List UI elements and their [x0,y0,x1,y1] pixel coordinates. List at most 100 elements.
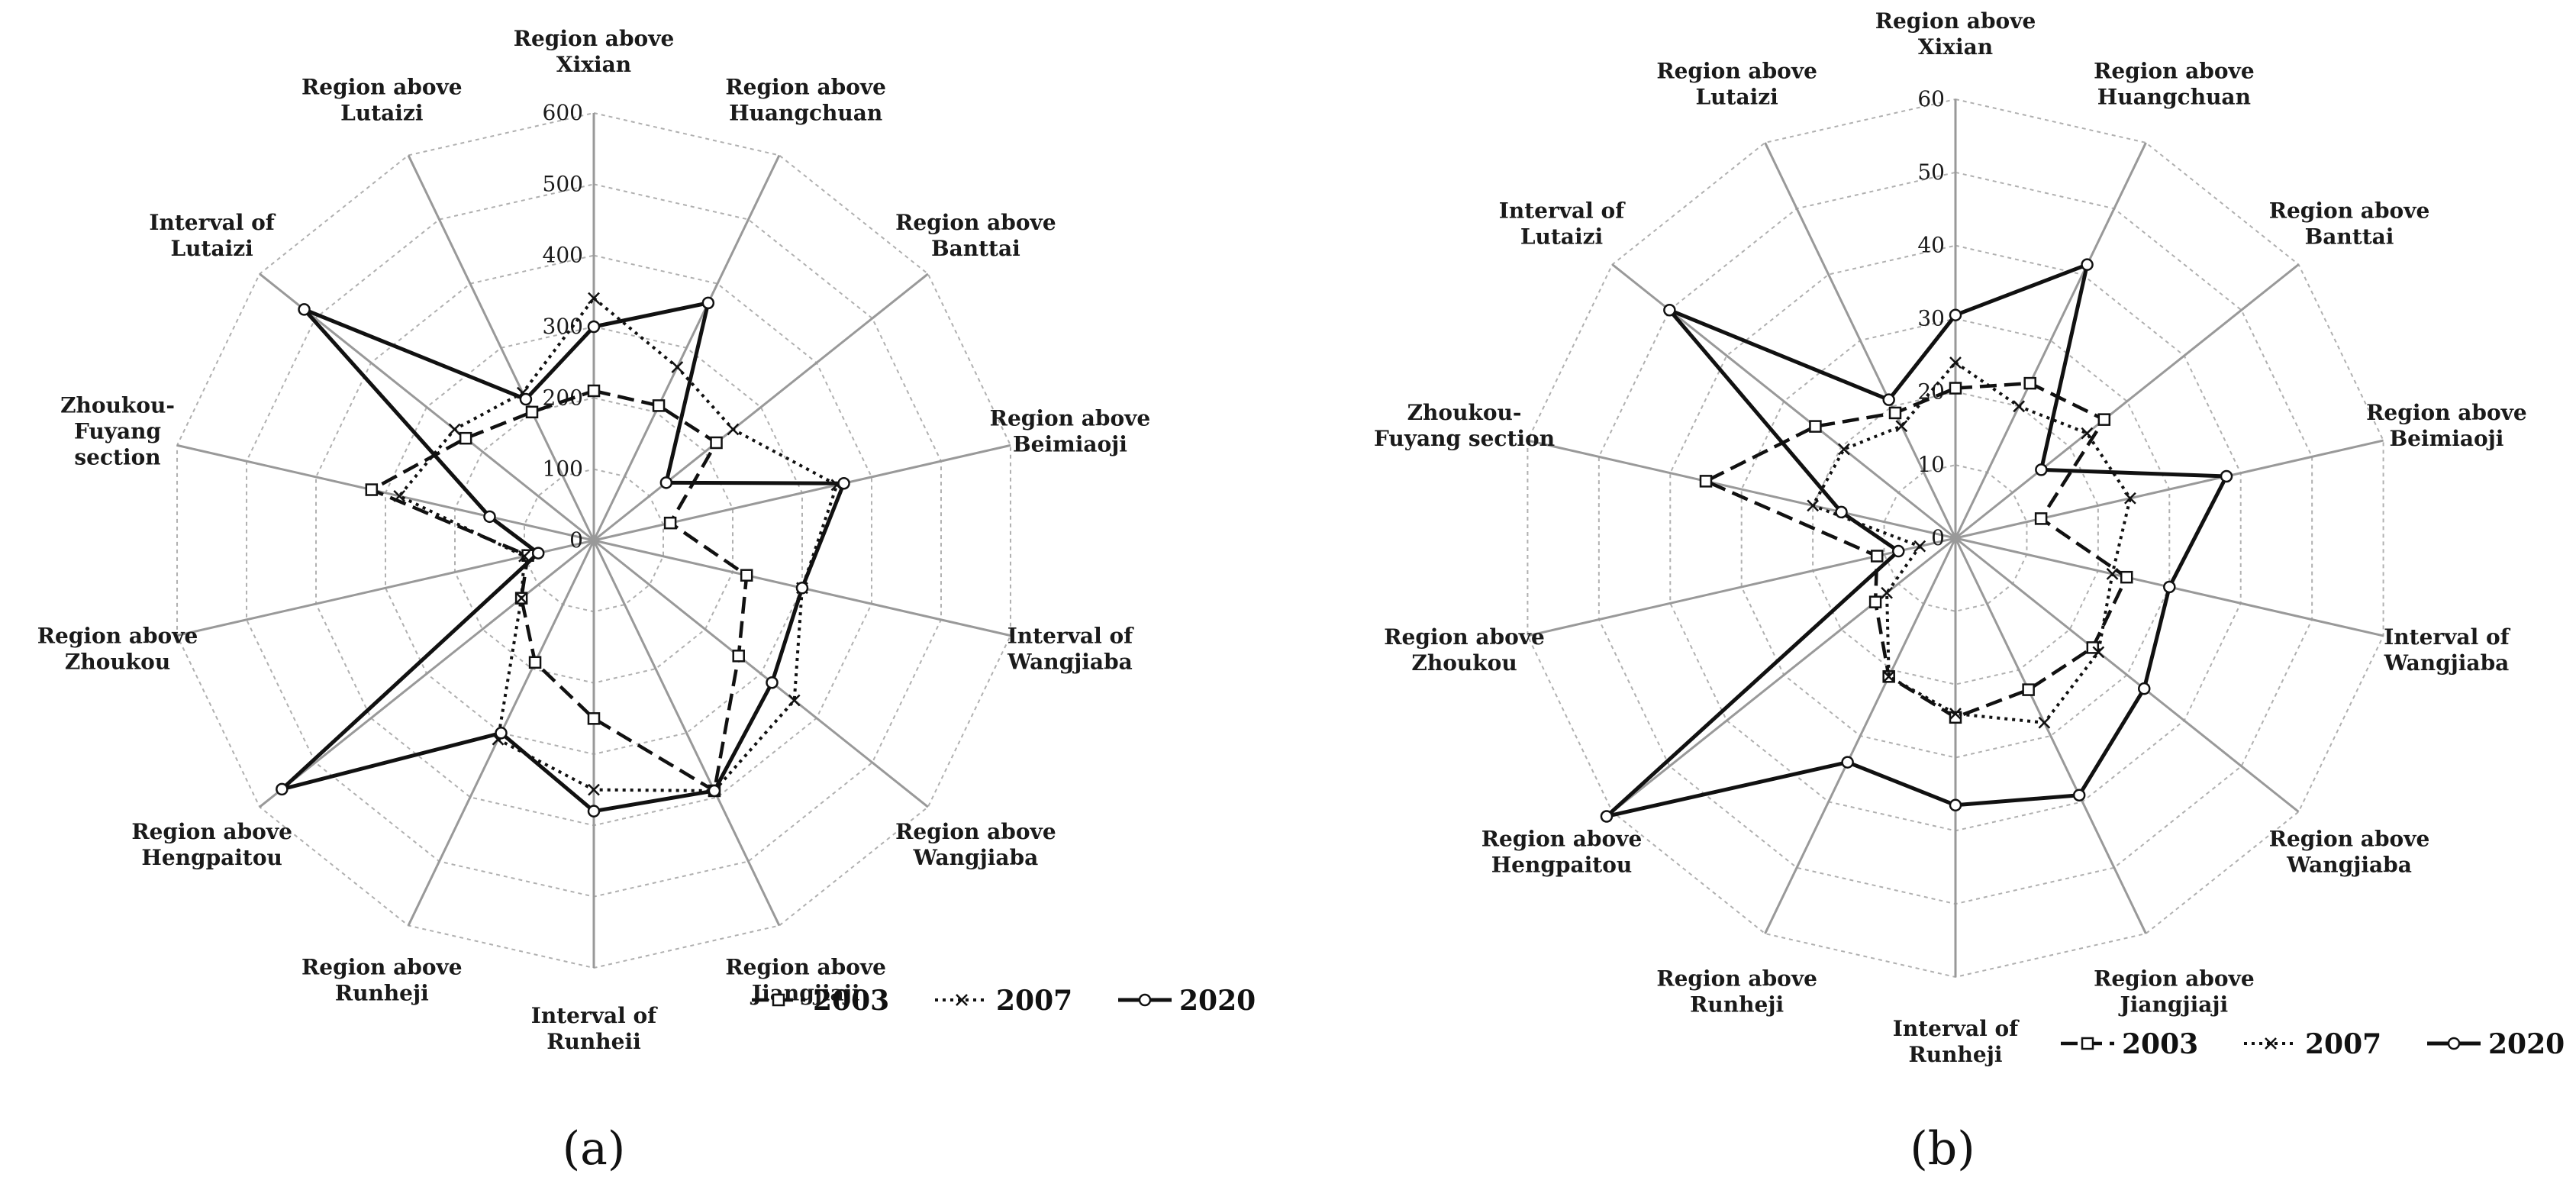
data-point-2003 [459,431,472,445]
legend-label-2003: 2003 [813,985,889,1017]
tick-label: 10 [1917,452,1945,477]
data-point-2003 [2097,413,2111,426]
data-point-2020 [1949,798,1962,812]
category-label: Interval of Wangjiaba [1007,623,1134,674]
data-point-2007 [1807,499,1820,512]
category-label: Region above Hengpaitou [131,819,292,870]
data-point-2020 [2035,463,2048,476]
data-point-2007 [588,292,600,305]
category-label: Region above Wangjiaba [895,819,1056,870]
data-point-2020 [587,805,601,818]
series-line-2007 [1811,361,2132,724]
data-point-2020 [701,296,715,310]
tick-label: 100 [543,456,583,482]
series-line-2020 [279,301,846,814]
tick-label: 500 [543,171,583,196]
data-point-2007 [588,783,600,796]
data-point-2020 [1835,505,1848,519]
data-point-2003 [710,436,723,450]
data-point-2020 [1949,308,1962,321]
series-2007 [393,292,843,797]
category-label: Region above Beimiaoji [990,406,1151,457]
panel-label: (a) [563,1122,626,1176]
category-label: Interval of Runheji [1893,1016,2020,1067]
data-point-2003 [587,384,601,398]
data-point-2003 [1699,475,1713,488]
axis-spoke [1955,537,2300,813]
data-point-2020 [837,476,850,490]
data-point-2003 [652,399,666,412]
data-point-2007 [2038,716,2051,729]
panel-label: (b) [1910,1122,1975,1176]
data-point-2020 [795,582,809,595]
series-2020 [1600,258,2233,823]
data-point-2020 [1663,303,1676,317]
category-label: Zhoukou-Fuyang section [1374,400,1555,451]
category-label: Region above Xixian [1875,8,2036,60]
data-point-2020 [495,727,508,740]
data-point-2020 [2163,580,2176,594]
legend-marker-2007 [2265,1037,2277,1050]
data-point-2007 [393,489,406,502]
category-label: Region above Zhoukou [1384,624,1545,676]
axis-spoke [593,539,929,808]
data-point-2020 [2138,682,2151,695]
tick-label: 400 [543,243,583,268]
legend-label-2020: 2020 [2488,1028,2565,1060]
tick-label: 50 [1917,160,1945,185]
legend: 2003 2007 2020 [752,985,1256,1017]
data-point-2020 [519,392,533,406]
category-label: Interval of Lutaizi [1499,198,1626,249]
axis-spoke [1527,439,1956,540]
data-point-2020 [587,320,601,334]
legend-label-2007: 2007 [2305,1028,2381,1060]
tick-label: 40 [1917,233,1945,258]
tick-label: 60 [1917,86,1945,111]
data-point-2007 [1882,670,1895,683]
data-point-2007 [515,592,528,605]
tick-label: 30 [1917,306,1945,331]
axis-spoke [1955,439,2384,540]
data-point-2003 [2120,570,2133,584]
data-point-2007 [1895,420,1908,433]
data-point-2003 [1868,595,1882,608]
category-label: Region above Xixian [514,26,675,77]
data-point-2003 [740,569,753,582]
data-point-2020 [298,303,311,316]
data-point-2020 [2081,258,2094,271]
axis-spoke [259,539,595,808]
category-label: Region above Lutaizi [301,74,463,125]
data-point-2007 [518,550,530,563]
legend-marker-2003 [772,993,785,1007]
series-2007 [1807,356,2136,729]
axis-spoke [1764,537,1957,934]
category-label: Region above Banttai [2269,198,2430,249]
category-label: Region above Banttai [895,210,1056,261]
data-point-2020 [1600,810,1614,823]
data-point-2007 [2081,427,2094,440]
data-point-2003 [732,650,745,663]
data-point-2007 [1881,586,1893,599]
data-point-2003 [525,405,539,419]
category-label: Interval of Wangjiaba [2384,624,2511,676]
tick-label: 0 [569,527,583,553]
data-point-2007 [1949,356,1962,369]
data-point-2020 [2220,469,2233,483]
tick-label: 0 [1931,525,1945,550]
data-point-2003 [2022,683,2035,696]
data-point-2007 [1913,540,1926,553]
category-label: Region above Runheji [1656,966,1817,1018]
category-label: Interval of Lutaizi [149,210,276,261]
series-line-2020 [1604,263,2229,818]
category-label: Region above Huangchuan [725,74,886,125]
data-point-2003 [1809,420,1822,433]
data-point-2020 [659,476,673,489]
data-point-2003 [1949,382,1962,395]
data-point-2007 [2013,400,2026,413]
data-point-2003 [1870,550,1884,563]
data-point-2007 [448,423,461,436]
category-label: Region above Beimiaoji [2366,400,2527,451]
series-line-2007 [398,296,839,792]
